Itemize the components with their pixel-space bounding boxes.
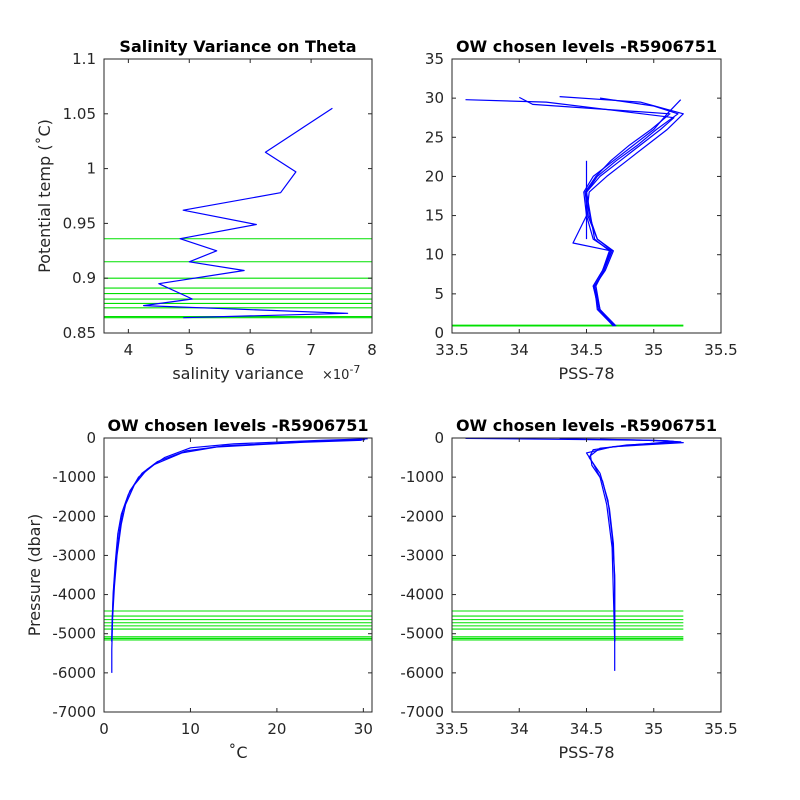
y-tick-label: 0: [434, 324, 444, 342]
series-line-3: [111, 439, 362, 642]
x-axis-label: salinity variance: [172, 364, 303, 383]
x-exponent-power: -7: [349, 363, 360, 376]
y-tick-label: 5: [434, 285, 444, 303]
chart-title: OW chosen levels -R5906751: [456, 416, 717, 435]
x-tick-label: 6: [245, 341, 255, 359]
x-tick-label: 35: [644, 341, 663, 359]
series-line-5: [519, 96, 671, 327]
y-tick-label: 1.05: [63, 105, 96, 123]
y-tick-label: -3000: [400, 546, 444, 564]
series-line-1: [111, 438, 368, 673]
x-tick-label: 7: [306, 341, 316, 359]
x-tick-label: 20: [267, 720, 286, 738]
chart-panel-3: 0 10 20 30 -7000 -6000 -5000 -4000 -3000 -2000 -10…: [25, 416, 373, 762]
axes-frame: [103, 58, 373, 334]
series-line-3: [585, 438, 684, 642]
x-tick-label: 34: [510, 720, 529, 738]
y-tick-label: 0: [86, 429, 96, 447]
plot-area: [452, 438, 684, 671]
x-exponent-label: ×10-7: [322, 363, 360, 383]
y-tick-label: -6000: [400, 664, 444, 682]
x-tick-label: 35.5: [704, 341, 737, 359]
x-tick-label: 0: [99, 720, 109, 738]
x-tick-label: 34: [510, 341, 529, 359]
y-axis-label: Potential temp (˚C): [35, 119, 54, 273]
axes-frame: [103, 437, 373, 713]
axes-frame: [451, 437, 722, 713]
x-tick-label: 34.5: [570, 341, 603, 359]
plot-area: [104, 107, 372, 319]
y-tick-label: 10: [425, 246, 444, 264]
y-tick-label: -6000: [52, 664, 96, 682]
y-tick-label: -2000: [52, 507, 96, 525]
chart-panel-1: 4 5 6 7 8 0.85 0.9 0.95 1 1.05 1.1 Salinity Varianc…: [35, 37, 377, 383]
chart-title: OW chosen levels -R5906751: [456, 37, 717, 56]
y-tick-label: 0.95: [63, 214, 96, 232]
y-tick-label: 15: [425, 207, 444, 225]
x-tick-label: 10: [181, 720, 200, 738]
y-tick-label: -4000: [400, 586, 444, 604]
x-tick-label: 4: [124, 341, 134, 359]
plot-area: [104, 438, 372, 673]
y-tick-label: -5000: [52, 625, 96, 643]
x-tick-label: 8: [367, 341, 377, 359]
series-line-2: [465, 99, 675, 327]
series-line-1: [583, 99, 682, 327]
x-tick-label: 33.5: [435, 341, 468, 359]
x-axis-label: ˚C: [228, 743, 247, 762]
y-tick-label: 1: [86, 160, 96, 178]
y-tick-label: -7000: [400, 703, 444, 721]
x-tick-label: 30: [354, 720, 373, 738]
x-tick-label: 33.5: [435, 720, 468, 738]
y-tick-label: -7000: [52, 703, 96, 721]
y-tick-label: 30: [425, 89, 444, 107]
chart-title: Salinity Variance on Theta: [119, 37, 356, 56]
y-axis-label: Pressure (dbar): [25, 514, 44, 637]
x-tick-label: 35.5: [704, 720, 737, 738]
y-tick-label: -2000: [400, 507, 444, 525]
y-tick-label: 1.1: [72, 50, 96, 68]
y-tick-label: 0: [434, 429, 444, 447]
plot-area: [452, 96, 684, 327]
x-tick-label: 35: [644, 720, 663, 738]
y-tick-label: -4000: [52, 586, 96, 604]
y-tick-label: 35: [425, 50, 444, 68]
x-axis-label: PSS-78: [558, 364, 614, 383]
y-tick-label: -5000: [400, 625, 444, 643]
y-tick-label: -3000: [52, 546, 96, 564]
x-tick-label: 34.5: [570, 720, 603, 738]
y-tick-label: -1000: [52, 468, 96, 486]
x-tick-label: 5: [184, 341, 194, 359]
y-tick-label: 20: [425, 167, 444, 185]
series-line-1: [465, 438, 682, 671]
y-tick-label: 0.9: [72, 269, 96, 287]
x-axis-label: PSS-78: [558, 743, 614, 762]
chart-panel-4: 33.5 34 34.5 35 35.5 -7000 -6000 -5000 -4000 -300…: [400, 416, 737, 762]
chart-title: OW chosen levels -R5906751: [107, 416, 368, 435]
series-line-1: [143, 107, 349, 319]
y-tick-label: -1000: [400, 468, 444, 486]
chart-panel-2: 33.5 34 34.5 35 35.5 0 5 10 15 20 25 30 35 OW chosen …: [425, 37, 738, 383]
y-tick-label: 0.85: [63, 324, 96, 342]
y-tick-label: 25: [425, 128, 444, 146]
series-line-3: [559, 96, 684, 327]
